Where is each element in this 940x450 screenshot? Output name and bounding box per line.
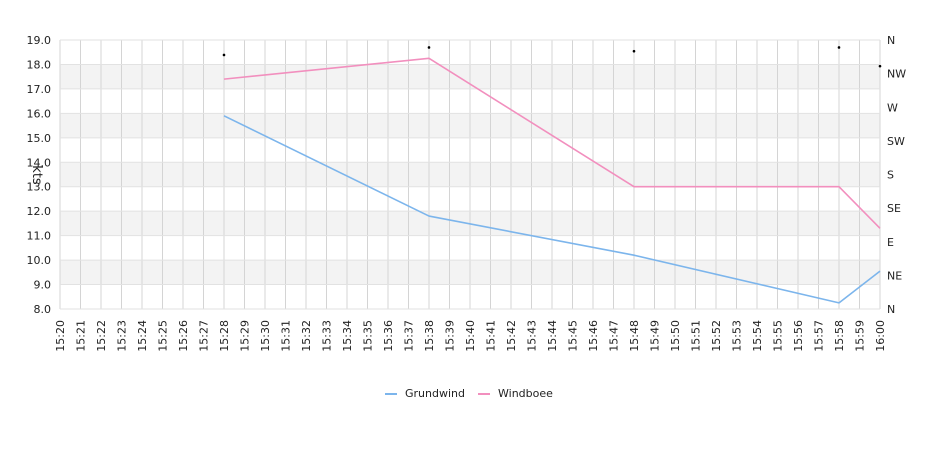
x-tick-label: 15:48 — [628, 320, 641, 352]
x-tick-label: 15:49 — [649, 320, 662, 352]
x-tick-label: 15:23 — [116, 320, 129, 352]
x-tick-label: 15:58 — [833, 320, 846, 352]
x-tick-label: 15:41 — [485, 320, 498, 352]
x-tick-label: 15:37 — [403, 320, 416, 352]
x-tick-label: 15:51 — [690, 320, 703, 352]
direction-axis-ticks: N NE E SE S SW W NW N — [887, 34, 906, 316]
x-tick-label: 15:35 — [362, 320, 375, 352]
direction-point — [222, 53, 226, 57]
series-line-windboee — [223, 57, 881, 229]
x-tick-label: 15:30 — [259, 320, 272, 352]
x-tick-label: 15:24 — [136, 320, 149, 352]
horizontal-gridlines — [60, 39, 880, 310]
direction-point — [878, 64, 882, 68]
legend: Grundwind Windboee — [385, 387, 553, 400]
series-line-grundwind — [223, 115, 881, 304]
x-tick-label: 15:28 — [218, 320, 231, 352]
x-tick-label: 15:20 — [54, 320, 67, 352]
direction-tick-label: E — [887, 236, 894, 249]
x-tick-label: 15:32 — [300, 320, 313, 352]
x-tick-label: 15:55 — [772, 320, 785, 352]
y-tick-label: 11.0 — [27, 230, 52, 243]
x-tick-label: 15:26 — [177, 320, 190, 352]
x-tick-label: 15:33 — [321, 320, 334, 352]
x-tick-label: 15:59 — [854, 320, 867, 352]
direction-markers — [222, 46, 882, 68]
direction-tick-label: SW — [887, 135, 905, 148]
x-tick-label: 15:38 — [423, 320, 436, 352]
x-tick-label: 15:27 — [198, 320, 211, 352]
x-tick-label: 15:22 — [95, 320, 108, 352]
x-tick-label: 15:44 — [546, 320, 559, 352]
direction-point — [837, 46, 841, 49]
x-tick-label: 15:45 — [567, 320, 580, 352]
y-tick-label: 9.0 — [34, 279, 52, 292]
x-tick-label: 15:53 — [731, 320, 744, 352]
x-tick-label: 15:46 — [587, 320, 600, 352]
direction-point — [427, 46, 431, 49]
direction-tick-label: N — [887, 303, 895, 316]
vertical-gridlines — [59, 40, 881, 309]
x-tick-label: 15:25 — [157, 320, 170, 352]
legend-item-windboee[interactable]: Windboee — [478, 387, 553, 400]
y-tick-label: 12.0 — [27, 205, 52, 218]
y-tick-label: 19.0 — [27, 34, 52, 47]
y-tick-label: 14.0 — [27, 156, 52, 169]
direction-tick-label: NE — [887, 269, 902, 282]
x-tick-label: 15:50 — [669, 320, 682, 352]
y-axis-label: kts — [29, 165, 44, 185]
x-tick-label: 15:57 — [813, 320, 826, 352]
x-tick-label: 15:36 — [382, 320, 395, 352]
x-tick-label: 15:52 — [710, 320, 723, 352]
y-tick-label: 17.0 — [27, 83, 52, 96]
y-tick-label: 15.0 — [27, 132, 52, 145]
direction-tick-label: NW — [887, 68, 906, 81]
x-axis-ticks: 15:20 15:21 15:22 15:23 15:24 15:25 15:26 15:27… — [54, 320, 887, 352]
y-tick-label: 16.0 — [27, 107, 52, 120]
x-tick-label: 15:43 — [526, 320, 539, 352]
legend-item-grundwind[interactable]: Grundwind — [385, 387, 465, 400]
legend-label: Windboee — [498, 387, 553, 400]
direction-tick-label: W — [887, 101, 898, 114]
direction-tick-label: N — [887, 34, 895, 47]
y-tick-label: 18.0 — [27, 58, 52, 71]
y-axis-ticks: 8.0 9.0 10.0 11.0 12.0 13.0 14.0 15.0 16.0 17.0 18… — [27, 34, 52, 316]
x-tick-label: 15:34 — [341, 320, 354, 352]
x-tick-label: 15:29 — [239, 320, 252, 352]
x-tick-label: 15:54 — [751, 320, 764, 352]
x-tick-label: 16:00 — [874, 320, 887, 352]
x-tick-label: 15:56 — [792, 320, 805, 352]
y-tick-label: 13.0 — [27, 181, 52, 194]
x-tick-label: 15:39 — [444, 320, 457, 352]
legend-label: Grundwind — [405, 387, 465, 400]
x-tick-label: 15:42 — [505, 320, 518, 352]
y-tick-label: 10.0 — [27, 254, 52, 267]
x-tick-label: 15:47 — [608, 320, 621, 352]
x-tick-label: 15:21 — [75, 320, 88, 352]
direction-tick-label: SE — [887, 202, 901, 215]
direction-tick-label: S — [887, 169, 894, 182]
direction-point — [632, 49, 636, 53]
y-tick-label: 8.0 — [34, 303, 52, 316]
x-tick-label: 15:40 — [464, 320, 477, 352]
series-lines — [223, 57, 881, 304]
x-tick-label: 15:31 — [280, 320, 293, 352]
